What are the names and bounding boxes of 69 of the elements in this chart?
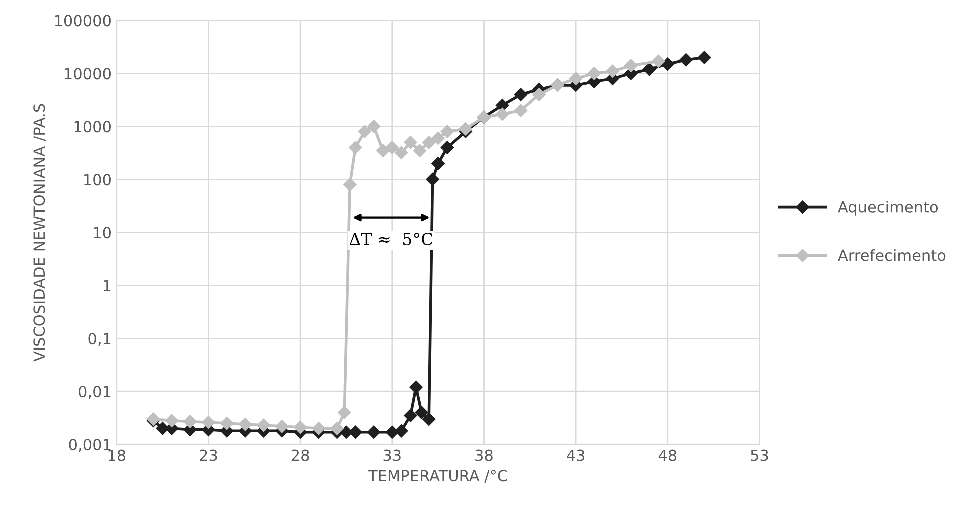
legend-label: Arrefecimento <box>838 249 946 262</box>
y-tick-label: 1000 <box>74 121 112 133</box>
point <box>202 416 216 430</box>
point <box>358 125 372 138</box>
point <box>386 426 399 439</box>
x-tick-label: 38 <box>476 450 493 462</box>
point <box>386 141 399 154</box>
y-tick-label: 0,01 <box>79 386 111 400</box>
point <box>588 67 602 80</box>
annotation: ΔT ≈ 5°C <box>350 232 433 246</box>
point <box>184 415 197 428</box>
y-axis-title: VISCOSIDADE NEWTONIANA /PA.S <box>34 104 46 362</box>
point <box>394 146 408 160</box>
point <box>257 418 270 432</box>
point <box>220 416 234 430</box>
x-tick-label: 23 <box>200 450 218 462</box>
x-axis-title: TEMPERATURA /°C <box>368 470 508 483</box>
point <box>294 420 308 434</box>
point <box>440 125 454 138</box>
point <box>367 120 381 134</box>
point <box>312 422 326 436</box>
y-tick-label: 1 <box>104 280 111 292</box>
point <box>415 406 428 420</box>
point <box>422 412 436 426</box>
point <box>349 141 362 154</box>
point <box>413 144 427 158</box>
point <box>698 51 712 64</box>
point <box>394 424 408 438</box>
legend-label: Aquecimento <box>838 201 938 216</box>
point <box>569 72 583 86</box>
point <box>661 58 674 71</box>
y-tick-label: 0,001 <box>69 439 111 452</box>
point <box>680 54 693 67</box>
point <box>165 414 179 428</box>
point <box>404 136 418 150</box>
x-tick-label: 53 <box>751 450 768 462</box>
point <box>330 422 344 436</box>
point <box>367 426 381 439</box>
point <box>404 409 418 422</box>
point <box>338 406 352 420</box>
point <box>459 122 472 136</box>
y-tick-label: 0,1 <box>88 333 111 346</box>
point <box>276 420 289 434</box>
point <box>532 88 546 102</box>
point <box>376 144 390 158</box>
point <box>422 136 436 150</box>
x-tick-label: 18 <box>108 450 126 462</box>
point <box>344 178 357 192</box>
x-tick-label: 43 <box>567 450 585 462</box>
point <box>642 62 656 76</box>
point <box>652 54 666 68</box>
point <box>624 59 638 73</box>
y-tick-label: 10000 <box>65 68 112 80</box>
point <box>349 426 362 439</box>
point <box>514 88 528 102</box>
y-tick-label: 100 <box>84 174 112 186</box>
point <box>432 157 445 170</box>
x-tick-label: 28 <box>292 450 310 462</box>
y-tick-label: 10 <box>94 227 112 239</box>
point <box>440 141 454 154</box>
point <box>514 104 528 118</box>
point <box>432 132 445 146</box>
x-tick-label: 48 <box>658 450 677 462</box>
point <box>238 418 252 432</box>
point <box>496 108 510 122</box>
point <box>426 173 440 186</box>
point <box>606 64 620 78</box>
x-tick-label: 33 <box>384 450 401 462</box>
y-tick-label: 100000 <box>55 15 112 27</box>
